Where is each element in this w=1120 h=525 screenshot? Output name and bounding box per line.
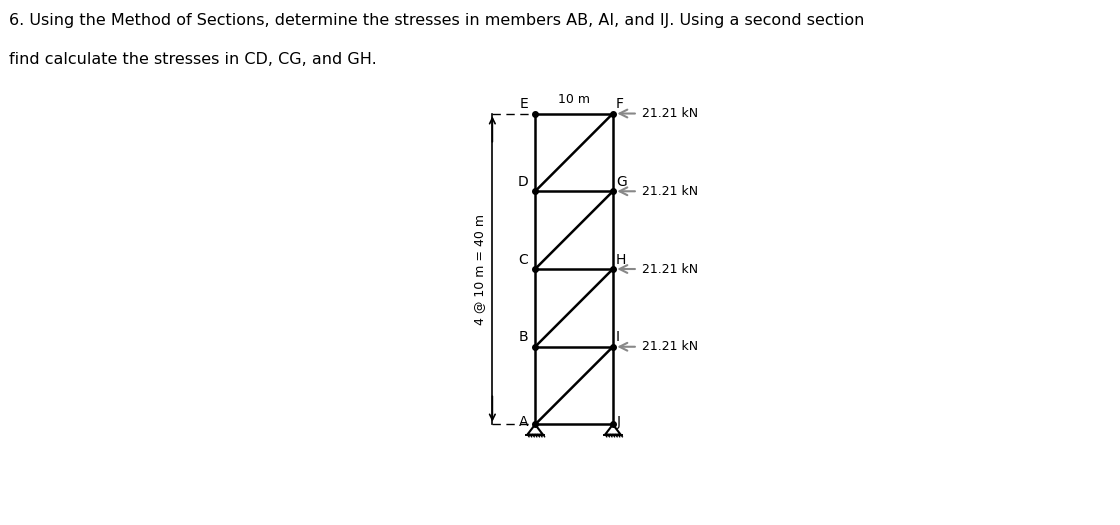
Text: J: J [617, 415, 620, 429]
Text: 21.21 kN: 21.21 kN [642, 262, 698, 276]
Text: 6. Using the Method of Sections, determine the stresses in members AB, AI, and I: 6. Using the Method of Sections, determi… [9, 13, 865, 28]
Text: E: E [520, 97, 529, 111]
Text: B: B [519, 330, 529, 344]
Text: 21.21 kN: 21.21 kN [642, 340, 698, 353]
Text: 10 m: 10 m [558, 93, 590, 106]
Text: G: G [616, 175, 627, 189]
Text: 21.21 kN: 21.21 kN [642, 185, 698, 198]
Text: 21.21 kN: 21.21 kN [642, 107, 698, 120]
Text: F: F [616, 97, 624, 111]
Text: D: D [517, 175, 529, 189]
Text: H: H [616, 253, 626, 267]
Text: 4 @ 10 m = 40 m: 4 @ 10 m = 40 m [474, 214, 486, 324]
Text: A: A [519, 415, 529, 429]
Text: I: I [616, 330, 620, 344]
Text: C: C [519, 253, 529, 267]
Text: find calculate the stresses in CD, CG, and GH.: find calculate the stresses in CD, CG, a… [9, 52, 376, 68]
